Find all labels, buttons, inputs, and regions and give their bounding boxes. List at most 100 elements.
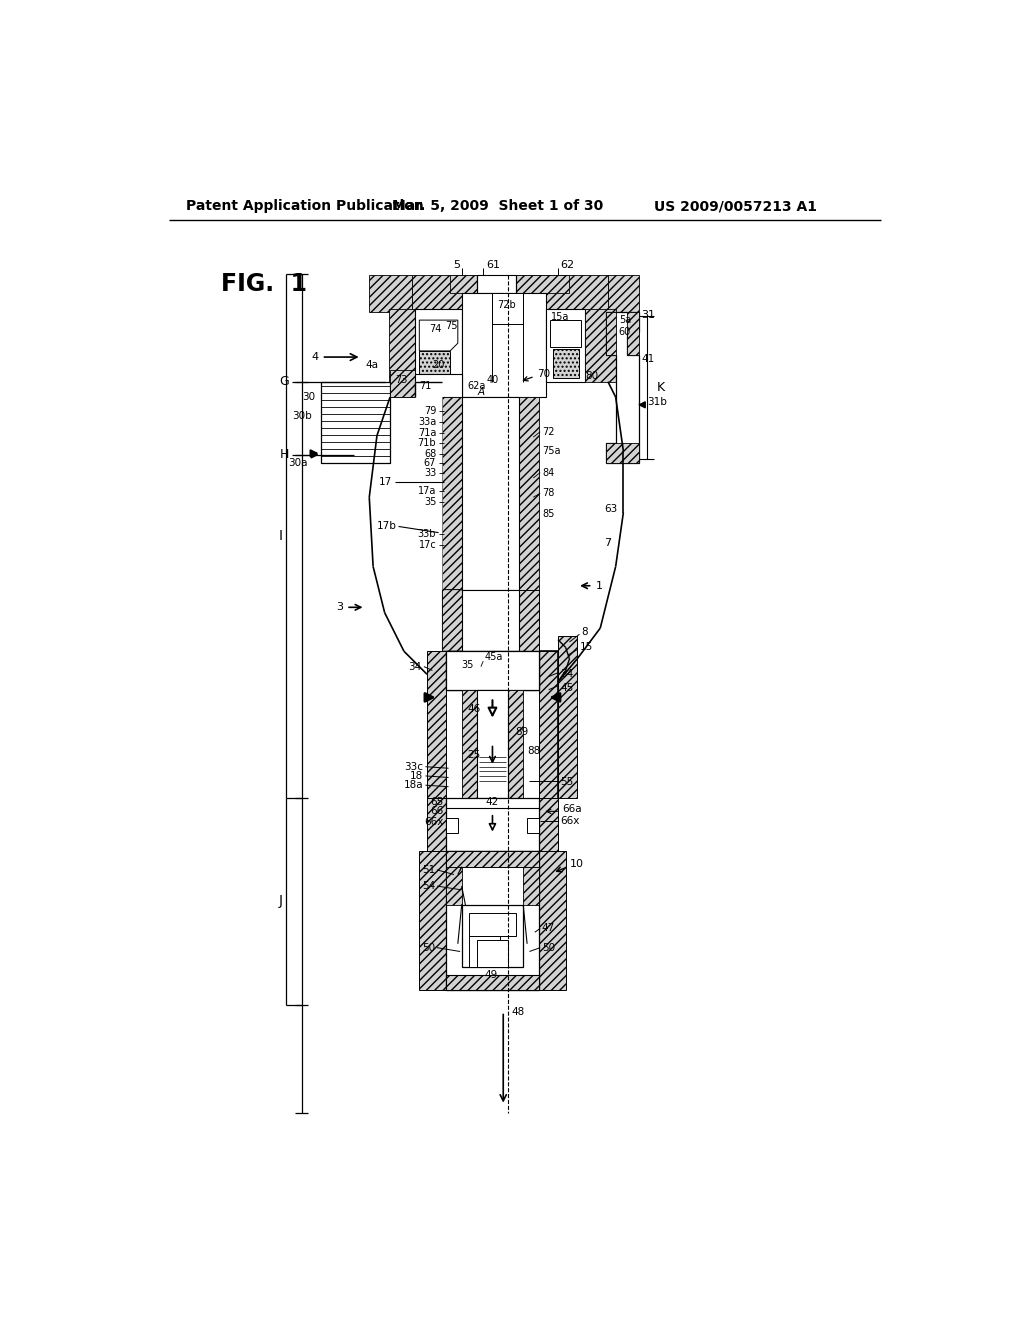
Text: 49: 49	[484, 970, 498, 979]
Bar	[462, 397, 519, 590]
Text: I: I	[279, 529, 283, 543]
Text: 25: 25	[468, 750, 481, 760]
Text: 46: 46	[468, 704, 481, 714]
Text: 48: 48	[511, 1007, 524, 1016]
Text: US 2009/0057213 A1: US 2009/0057213 A1	[654, 199, 817, 213]
Text: Mar. 5, 2009  Sheet 1 of 30: Mar. 5, 2009 Sheet 1 of 30	[392, 199, 603, 213]
Text: 30b: 30b	[292, 412, 311, 421]
Polygon shape	[446, 867, 462, 906]
Bar	[446, 651, 539, 689]
Bar	[477, 940, 508, 966]
Text: 72: 72	[543, 426, 555, 437]
Polygon shape	[427, 797, 446, 851]
Text: 88: 88	[527, 746, 541, 756]
Text: FIG.  1: FIG. 1	[221, 272, 307, 296]
Bar	[547, 309, 585, 381]
Text: 71a: 71a	[418, 428, 436, 437]
Bar	[446, 851, 539, 867]
Bar	[446, 797, 539, 851]
Text: 71b: 71b	[418, 438, 436, 449]
Bar	[477, 689, 508, 797]
Text: 45: 45	[560, 684, 573, 693]
Bar	[446, 974, 539, 990]
Text: 17: 17	[379, 477, 392, 487]
Text: 17b: 17b	[377, 521, 396, 532]
Text: 17a: 17a	[418, 486, 436, 496]
Text: 20: 20	[432, 360, 444, 370]
Text: 5a: 5a	[618, 315, 631, 325]
Text: 40: 40	[486, 375, 499, 385]
Polygon shape	[403, 381, 442, 775]
Polygon shape	[462, 689, 477, 797]
Text: 80: 80	[585, 371, 598, 381]
Text: 66a: 66a	[562, 804, 582, 814]
Polygon shape	[427, 651, 446, 797]
Text: 17c: 17c	[419, 540, 436, 550]
Text: 33a: 33a	[418, 417, 436, 426]
Bar	[416, 374, 462, 397]
Bar	[469, 913, 515, 936]
Text: 45a: 45a	[484, 652, 503, 663]
Text: 34: 34	[560, 669, 573, 680]
Text: 31b: 31b	[647, 397, 667, 407]
Text: 79: 79	[424, 407, 436, 416]
Polygon shape	[321, 381, 390, 462]
Text: Patent Application Publication: Patent Application Publication	[186, 199, 424, 213]
Bar	[446, 651, 539, 689]
Bar	[446, 817, 458, 833]
Polygon shape	[321, 381, 390, 462]
Polygon shape	[523, 867, 539, 906]
Polygon shape	[469, 936, 500, 966]
Text: 67: 67	[424, 458, 436, 469]
Text: 18: 18	[410, 771, 423, 781]
Polygon shape	[605, 313, 639, 462]
Text: 60: 60	[618, 326, 631, 337]
Polygon shape	[628, 313, 639, 355]
Bar	[462, 590, 519, 651]
Text: 62a: 62a	[468, 381, 486, 391]
Text: 30a: 30a	[288, 458, 307, 467]
Text: A: A	[477, 388, 484, 397]
Text: 10: 10	[569, 859, 584, 870]
Bar	[527, 817, 539, 833]
Polygon shape	[558, 636, 578, 797]
Polygon shape	[539, 797, 558, 851]
Polygon shape	[442, 397, 462, 590]
Text: 71: 71	[419, 381, 432, 391]
Text: 18a: 18a	[403, 780, 423, 791]
Text: 50: 50	[542, 942, 555, 953]
Text: 66: 66	[431, 807, 444, 816]
Text: 55: 55	[560, 777, 573, 787]
Text: 78: 78	[543, 488, 555, 499]
Text: 4a: 4a	[366, 360, 379, 370]
Text: 1: 1	[596, 581, 603, 591]
Text: 5: 5	[453, 260, 460, 271]
Text: 75: 75	[444, 321, 458, 331]
Polygon shape	[442, 590, 493, 651]
Bar	[416, 309, 462, 381]
Polygon shape	[512, 590, 539, 651]
Polygon shape	[419, 851, 446, 990]
Text: 89: 89	[515, 727, 528, 737]
Polygon shape	[370, 276, 412, 313]
Polygon shape	[539, 651, 558, 797]
Polygon shape	[419, 351, 451, 378]
Text: 68: 68	[424, 449, 436, 459]
Text: 54: 54	[422, 880, 435, 891]
Text: 84: 84	[543, 467, 555, 478]
Text: 41: 41	[641, 354, 654, 363]
Bar	[550, 321, 581, 347]
Text: 30: 30	[302, 392, 315, 403]
Text: 35: 35	[424, 496, 436, 507]
Text: 51: 51	[422, 865, 435, 875]
Text: 66x: 66x	[425, 817, 444, 828]
Text: 70: 70	[538, 370, 550, 379]
Polygon shape	[608, 276, 639, 313]
Polygon shape	[446, 651, 539, 689]
Polygon shape	[519, 397, 539, 590]
Text: 73: 73	[395, 375, 408, 385]
Text: 47: 47	[542, 924, 555, 933]
Text: 63: 63	[604, 504, 617, 513]
Text: 42: 42	[485, 797, 499, 807]
Text: 15: 15	[580, 643, 593, 652]
